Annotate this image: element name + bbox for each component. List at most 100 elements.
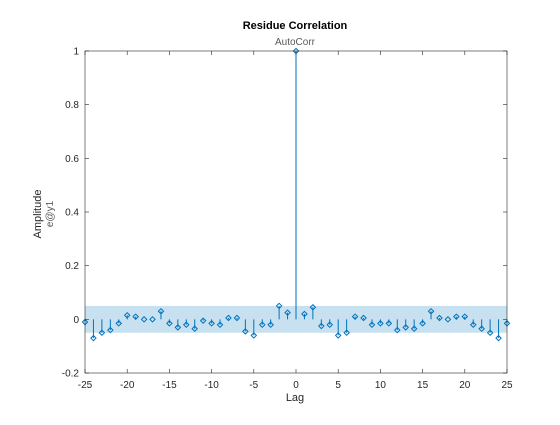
stem-marker: [368, 321, 376, 329]
stem-marker: [166, 320, 173, 327]
stem-point: [225, 314, 232, 322]
stem-marker: [182, 321, 190, 329]
stem-marker: [233, 314, 241, 322]
stem-point: [478, 319, 485, 333]
stem-point: [309, 303, 317, 320]
stem-point: [242, 319, 249, 335]
stem-point: [166, 319, 173, 327]
stem-marker: [174, 324, 182, 331]
stem-marker: [157, 307, 165, 315]
stem-point: [149, 316, 156, 323]
stem-point: [123, 312, 131, 320]
stem-point: [98, 319, 106, 337]
stem-marker: [360, 314, 367, 322]
stem-marker: [478, 325, 485, 333]
x-tick-label: 5: [335, 380, 341, 391]
stem-point: [267, 319, 274, 329]
stem-marker: [343, 329, 350, 337]
stem-point: [233, 314, 241, 322]
stem-point: [275, 302, 283, 320]
stem-point: [377, 319, 384, 327]
stem-point: [326, 319, 334, 329]
stem-marker: [301, 310, 308, 318]
stem-point: [140, 316, 148, 323]
stem-marker: [495, 334, 502, 342]
stem-marker: [107, 326, 114, 334]
chart-title: Residue Correlation: [243, 20, 348, 32]
stem-point: [301, 310, 308, 320]
stem-marker: [486, 329, 494, 337]
stem-marker: [140, 316, 148, 323]
stem-point: [393, 319, 401, 334]
y-tick-label: 0.8: [65, 100, 79, 111]
stem-marker: [377, 320, 384, 327]
stem-marker: [326, 321, 334, 329]
stem-marker: [199, 317, 207, 324]
stem-marker: [318, 322, 325, 330]
chart-subtitle: AutoCorr: [275, 37, 316, 48]
stem-point: [318, 319, 325, 330]
x-tick-label: 25: [501, 380, 513, 391]
x-tick-label: 20: [459, 380, 471, 391]
stem-point: [351, 313, 359, 320]
stem-marker: [242, 328, 249, 335]
stem-point: [107, 319, 114, 334]
x-tick-label: -10: [204, 380, 219, 391]
stem-point: [132, 313, 139, 320]
stem-point: [410, 319, 418, 333]
y-axis-label: Amplitude: [32, 190, 44, 239]
y-tick-label: 1: [73, 47, 79, 58]
stem-point: [216, 319, 224, 329]
x-tick-label: -5: [249, 380, 258, 391]
y-tick-label: 0.6: [65, 154, 79, 165]
stem-point: [368, 319, 376, 329]
stem-marker: [402, 324, 410, 331]
stem-point: [402, 319, 410, 331]
stem-marker: [132, 313, 139, 320]
x-tick-label: 15: [417, 380, 429, 391]
stem-marker: [385, 320, 393, 327]
stem-point: [486, 319, 494, 337]
stem-marker: [351, 313, 359, 320]
stem-point: [174, 319, 182, 331]
stem-marker: [98, 329, 106, 337]
stem-marker: [225, 314, 232, 322]
tick-layer: -25 -20 -15 -10 -5 0 5 10 15 20 25 -0.2 0 0.2 0.4 0.6 0.…: [62, 47, 513, 392]
stem-point: [182, 319, 190, 329]
stem-point: [334, 319, 342, 339]
stem-marker: [208, 320, 215, 327]
stem-point: [199, 317, 207, 324]
stem-point: [157, 307, 165, 320]
stem-point: [385, 319, 393, 327]
stem-marker: [309, 303, 317, 311]
stem-layer: [81, 47, 511, 342]
stem-marker: [250, 332, 258, 339]
stem-point: [191, 319, 199, 333]
stem-point: [469, 319, 477, 329]
stem-marker: [267, 321, 274, 329]
stem-marker: [419, 320, 426, 327]
y-tick-label: 0: [73, 315, 79, 326]
stem-marker: [393, 326, 401, 334]
stem-point: [360, 314, 367, 322]
stem-marker: [216, 321, 224, 329]
y-axis-secondary-label: e@y1: [45, 200, 56, 227]
stem-marker: [275, 302, 283, 310]
stem-point: [453, 313, 460, 320]
stem-point: [90, 319, 97, 342]
y-tick-label: -0.2: [62, 369, 80, 380]
stem-point: [495, 319, 502, 342]
stem-point: [208, 319, 215, 327]
stem-marker: [123, 312, 131, 319]
stem-point: [461, 313, 469, 320]
stem-marker: [410, 325, 418, 333]
stem-point: [284, 309, 291, 320]
stem-marker: [444, 316, 452, 323]
stem-marker: [334, 332, 342, 339]
stem-point: [258, 319, 266, 329]
x-tick-label: -20: [120, 380, 135, 391]
stem-point: [436, 314, 443, 322]
stem-point: [250, 319, 258, 339]
